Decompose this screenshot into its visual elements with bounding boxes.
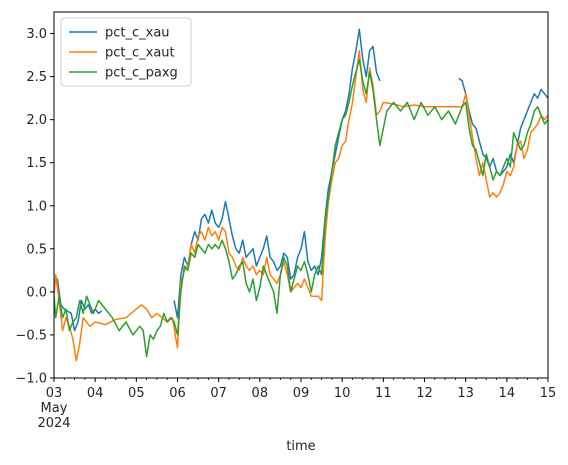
x-tick-label: 08 bbox=[252, 386, 269, 401]
x-tick-label: 12 bbox=[416, 386, 433, 401]
y-axis: −1.0 −0.5 0.0 0.5 1.0 1.5 2.0 2.5 3.0 bbox=[15, 27, 54, 387]
legend-label: pct_c_paxg bbox=[105, 66, 178, 81]
x-tick-label: 10 bbox=[334, 386, 351, 401]
x-tick-label: 06 bbox=[169, 386, 186, 401]
series-line-pct_c_paxg bbox=[54, 58, 548, 358]
x-tick-label: 07 bbox=[210, 386, 227, 401]
x-tick-label: 09 bbox=[293, 386, 310, 401]
x-tick-label: 03 bbox=[46, 386, 63, 401]
y-tick-label: 3.0 bbox=[26, 27, 47, 42]
x-tick-label: 2024 bbox=[37, 416, 70, 431]
y-tick-label: 2.5 bbox=[26, 70, 47, 85]
y-tick-label: −1.0 bbox=[15, 372, 47, 387]
y-tick-label: −0.5 bbox=[15, 328, 47, 343]
y-tick-label: 0.0 bbox=[26, 285, 47, 300]
x-tick-label: 14 bbox=[499, 386, 516, 401]
y-tick-label: 1.5 bbox=[26, 156, 47, 171]
y-tick-label: 1.0 bbox=[26, 199, 47, 214]
legend: pct_c_xau pct_c_xaut pct_c_paxg bbox=[60, 17, 192, 87]
series-layer bbox=[54, 28, 548, 362]
x-tick-label: May bbox=[41, 401, 68, 416]
x-tick-label: 04 bbox=[87, 386, 104, 401]
x-tick-label: 13 bbox=[457, 386, 474, 401]
y-tick-label: 2.0 bbox=[26, 113, 47, 128]
legend-label: pct_c_xau bbox=[105, 26, 170, 41]
x-axis-title: time bbox=[286, 439, 315, 454]
x-tick-label: 11 bbox=[375, 386, 392, 401]
x-tick-label: 15 bbox=[540, 386, 557, 401]
x-tick-label: 05 bbox=[128, 386, 145, 401]
legend-label: pct_c_xaut bbox=[105, 46, 175, 61]
y-tick-label: 0.5 bbox=[26, 242, 47, 257]
series-line-pct_c_xaut bbox=[54, 50, 548, 362]
legend-box bbox=[60, 17, 192, 87]
